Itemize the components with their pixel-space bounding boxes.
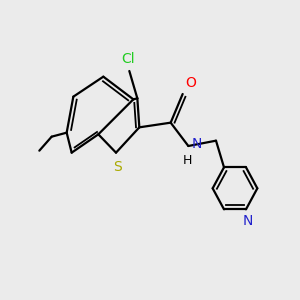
Text: O: O <box>185 76 196 90</box>
Text: S: S <box>113 160 122 174</box>
Text: N: N <box>242 214 253 228</box>
Text: Cl: Cl <box>121 52 135 66</box>
Text: N: N <box>192 137 202 152</box>
Text: H: H <box>183 154 192 167</box>
